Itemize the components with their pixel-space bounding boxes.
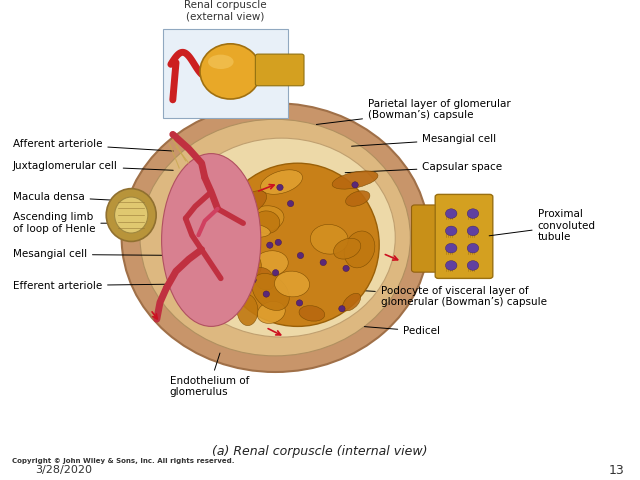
Ellipse shape bbox=[230, 247, 261, 278]
Ellipse shape bbox=[299, 306, 324, 321]
Ellipse shape bbox=[253, 267, 275, 290]
Ellipse shape bbox=[445, 209, 457, 218]
Ellipse shape bbox=[342, 293, 361, 311]
Ellipse shape bbox=[168, 138, 396, 337]
Ellipse shape bbox=[220, 188, 255, 206]
Ellipse shape bbox=[467, 209, 479, 218]
Ellipse shape bbox=[346, 191, 370, 206]
Ellipse shape bbox=[250, 277, 256, 283]
Text: 3/28/2020: 3/28/2020 bbox=[35, 466, 92, 475]
FancyBboxPatch shape bbox=[163, 29, 288, 118]
Ellipse shape bbox=[333, 238, 361, 259]
Text: (a) Renal corpuscle (internal view): (a) Renal corpuscle (internal view) bbox=[212, 444, 428, 458]
Text: Mesangial cell: Mesangial cell bbox=[351, 134, 497, 146]
Text: Afferent arteriole: Afferent arteriole bbox=[13, 139, 173, 151]
Ellipse shape bbox=[467, 243, 479, 253]
Text: Mesangial cell: Mesangial cell bbox=[13, 250, 170, 259]
Text: Ascending limb
of loop of Henle: Ascending limb of loop of Henle bbox=[13, 212, 138, 234]
Ellipse shape bbox=[296, 300, 303, 306]
Ellipse shape bbox=[115, 197, 148, 233]
FancyBboxPatch shape bbox=[412, 205, 444, 272]
Text: Efferent arteriole: Efferent arteriole bbox=[13, 281, 170, 290]
Ellipse shape bbox=[237, 191, 267, 215]
Ellipse shape bbox=[445, 261, 457, 270]
Text: Proximal
convoluted
tubule: Proximal convoluted tubule bbox=[489, 209, 596, 242]
Ellipse shape bbox=[236, 240, 257, 261]
Text: Juxtaglomerular cell: Juxtaglomerular cell bbox=[13, 161, 173, 170]
Ellipse shape bbox=[344, 231, 375, 268]
Text: Copyright © John Wiley & Sons, Inc. All rights reserved.: Copyright © John Wiley & Sons, Inc. All … bbox=[12, 458, 234, 464]
Ellipse shape bbox=[216, 163, 380, 326]
Ellipse shape bbox=[445, 243, 457, 253]
Ellipse shape bbox=[237, 294, 258, 325]
Text: Capsular space: Capsular space bbox=[345, 162, 502, 173]
FancyBboxPatch shape bbox=[255, 54, 304, 86]
Ellipse shape bbox=[275, 271, 310, 297]
Ellipse shape bbox=[254, 251, 288, 276]
Ellipse shape bbox=[241, 228, 248, 234]
Text: Podocyte of visceral layer of
glomerular (Bowman’s) capsule: Podocyte of visceral layer of glomerular… bbox=[361, 286, 547, 308]
FancyBboxPatch shape bbox=[435, 194, 493, 278]
Ellipse shape bbox=[287, 201, 294, 207]
Ellipse shape bbox=[320, 259, 326, 265]
Text: 13: 13 bbox=[608, 464, 624, 477]
Ellipse shape bbox=[122, 103, 429, 372]
Ellipse shape bbox=[260, 170, 303, 194]
Ellipse shape bbox=[273, 270, 279, 276]
Text: Parietal layer of glomerular
(Bowman’s) capsule: Parietal layer of glomerular (Bowman’s) … bbox=[316, 99, 511, 124]
Text: Endothelium of
glomerulus: Endothelium of glomerulus bbox=[170, 353, 249, 397]
Ellipse shape bbox=[232, 223, 270, 238]
Ellipse shape bbox=[297, 252, 303, 259]
Ellipse shape bbox=[467, 261, 479, 270]
Text: Macula densa: Macula densa bbox=[13, 192, 138, 202]
Ellipse shape bbox=[343, 265, 349, 272]
Ellipse shape bbox=[332, 171, 378, 189]
Ellipse shape bbox=[208, 55, 234, 69]
Ellipse shape bbox=[200, 44, 261, 99]
Ellipse shape bbox=[162, 154, 261, 326]
Ellipse shape bbox=[140, 120, 410, 356]
Ellipse shape bbox=[106, 189, 156, 241]
Text: Renal corpuscle
(external view): Renal corpuscle (external view) bbox=[184, 0, 267, 22]
Ellipse shape bbox=[310, 225, 348, 254]
Ellipse shape bbox=[352, 182, 358, 188]
Ellipse shape bbox=[467, 226, 479, 236]
Ellipse shape bbox=[445, 226, 457, 236]
Ellipse shape bbox=[253, 211, 280, 233]
Ellipse shape bbox=[276, 184, 283, 191]
Ellipse shape bbox=[267, 242, 273, 248]
Ellipse shape bbox=[245, 206, 284, 233]
Ellipse shape bbox=[257, 301, 285, 324]
Ellipse shape bbox=[339, 306, 345, 312]
Ellipse shape bbox=[227, 255, 260, 274]
Ellipse shape bbox=[252, 274, 289, 311]
Text: Pedicel: Pedicel bbox=[364, 326, 440, 336]
Ellipse shape bbox=[275, 239, 282, 245]
Ellipse shape bbox=[263, 291, 269, 297]
